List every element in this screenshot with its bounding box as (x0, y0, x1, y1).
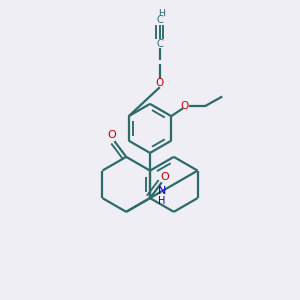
Text: H: H (158, 9, 165, 18)
Text: O: O (160, 172, 169, 182)
Text: C: C (156, 39, 163, 49)
Text: O: O (156, 78, 164, 88)
Text: O: O (181, 101, 189, 111)
Text: O: O (107, 130, 116, 140)
Text: H: H (158, 196, 166, 206)
Text: C: C (156, 15, 163, 26)
Text: N: N (158, 186, 166, 196)
